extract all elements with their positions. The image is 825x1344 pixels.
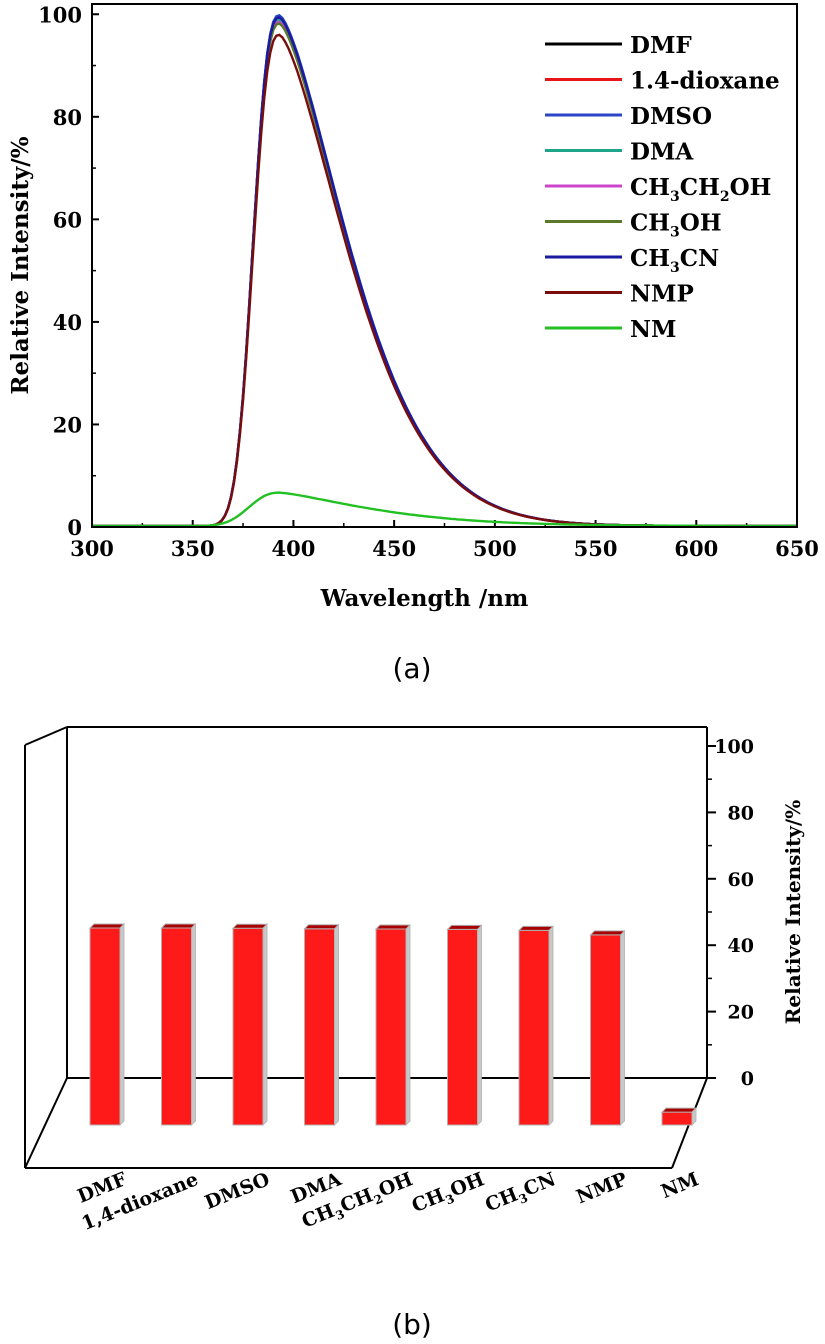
bar-top-8 [660,1107,698,1113]
bar-top-1 [160,923,197,929]
legend-label-3: DMA [630,139,694,166]
y-axis-label-a: Relative Intensity/% [7,136,34,394]
category-label-3: DMA [288,1168,345,1208]
x-axis-label-a: Wavelength /nm [320,585,529,612]
y-tick-label-a: 40 [53,310,82,335]
bar-front-8 [661,1111,693,1126]
legend-label-5: CH3OH [630,210,722,241]
category-label-8: NM [658,1168,702,1203]
bar-side-7 [620,929,625,1126]
y-tick-label-b: 40 [728,935,754,957]
y-tick-label-b: 20 [728,1002,754,1024]
y-tick-label-a: 60 [53,207,82,232]
box-edge-b [24,1077,68,1169]
bar-side-3 [334,923,339,1126]
bar-front-1 [161,927,192,1126]
x-tick-label-a: 300 [70,536,114,561]
y-tick-label-a: 80 [53,105,82,130]
bar-front-0 [89,927,121,1126]
series-line-4 [93,20,796,526]
bar-side-5 [477,924,482,1126]
bar-side-4 [405,924,411,1126]
box-edge-b [24,726,68,746]
legend-label-6: CH3CN [630,245,719,276]
bar-front-2 [232,927,264,1126]
bar-front-3 [304,928,335,1126]
bar-side-0 [119,923,125,1126]
category-label-5: CH3OH [409,1168,489,1220]
chart-a: 300 350 400 450 500 550 600 650 0 20 40 60 80 100 Wave… [7,2,819,685]
y-tick-label-b: 0 [741,1068,754,1090]
bar-top-4 [374,924,412,930]
bar-top-2 [231,923,269,929]
legend-label-1: 1.4-dioxane [630,68,780,95]
legend-label-8: NM [630,316,676,343]
series-line-5 [93,22,796,526]
bar-top-7 [589,930,626,936]
bar-side-2 [262,923,268,1126]
bar-side-1 [191,923,196,1126]
series-line-1 [93,17,796,526]
category-label-2: DMSO [202,1168,273,1214]
y-tick-label-a: 100 [38,2,82,27]
y-tick-label-b: 100 [714,736,754,758]
bar-side-8 [691,1107,697,1126]
series-line-3 [93,18,796,526]
y-tick-label-b: 60 [728,869,754,891]
bar-front-4 [375,928,407,1126]
x-tick-label-a: 350 [171,536,215,561]
x-tick-label-a: 600 [674,536,718,561]
bar-top-6 [517,925,555,931]
x-tick-label-a: 650 [775,536,819,561]
legend-label-7: NMP [630,281,694,308]
y-tick-label-a: 20 [53,412,82,437]
bar-front-5 [447,928,478,1126]
bar-side-6 [548,925,554,1126]
x-tick-label-a: 500 [473,536,517,561]
bar-front-6 [518,929,550,1126]
series-line-8 [93,491,796,526]
bar-top-5 [446,924,483,930]
x-tick-label-a: 400 [272,536,316,561]
legend-label-4: CH3CH2OH [630,174,771,205]
x-tick-label-a: 450 [372,536,416,561]
legend-label-0: DMF [630,32,692,59]
category-label-7: NMP [573,1168,630,1208]
bar-front-7 [590,934,621,1126]
y-tick-label-b: 80 [728,802,754,824]
x-tick-label-a: 550 [574,536,618,561]
legend-label-2: DMSO [630,103,712,130]
panel-label-b: (b) [392,1308,432,1341]
bar-top-0 [88,923,126,929]
y-tick-label-a: 0 [67,515,82,540]
panel-label-a: (a) [392,652,431,685]
bar-top-3 [303,924,340,930]
y-axis-label-b: Relative Intensity/% [781,800,805,1024]
category-label-6: CH3CN [482,1168,560,1219]
